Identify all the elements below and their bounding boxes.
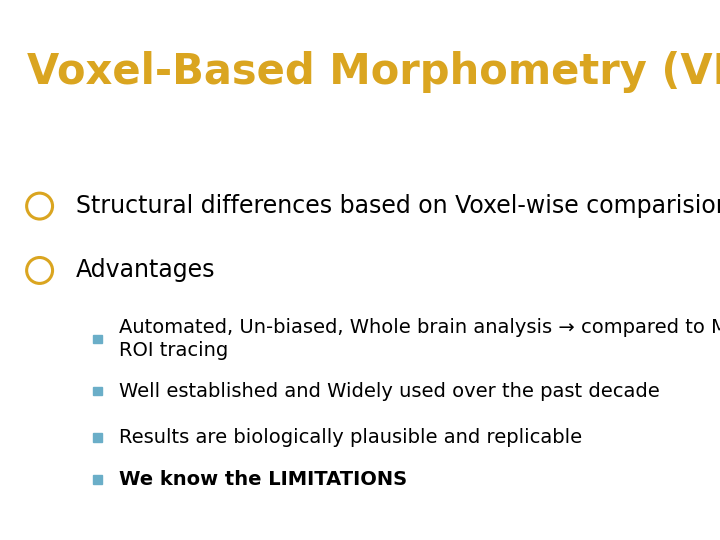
- Bar: [93, 433, 102, 442]
- Text: Well established and Widely used over the past decade: Well established and Widely used over th…: [119, 382, 660, 401]
- Text: Structural differences based on Voxel-wise comparision: Structural differences based on Voxel-wi…: [76, 194, 720, 218]
- Text: Results are biologically plausible and replicable: Results are biologically plausible and r…: [119, 428, 582, 447]
- Text: Automated, Un-biased, Whole brain analysis → compared to Manual
ROI tracing: Automated, Un-biased, Whole brain analys…: [119, 318, 720, 360]
- Text: Advantages: Advantages: [76, 259, 215, 282]
- Bar: [93, 387, 102, 395]
- Text: Voxel-Based Morphometry (VBM): Voxel-Based Morphometry (VBM): [27, 51, 720, 92]
- Bar: [93, 334, 102, 343]
- Bar: [93, 475, 102, 484]
- Text: We know the LIMITATIONS: We know the LIMITATIONS: [119, 470, 407, 489]
